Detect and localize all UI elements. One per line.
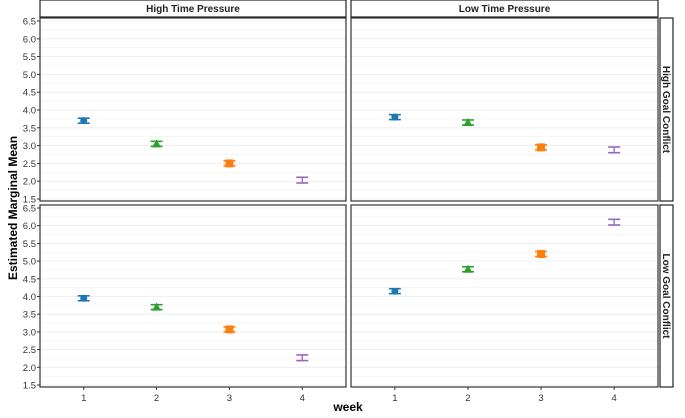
data-point	[537, 250, 546, 259]
y-tick-label: 4.0	[23, 106, 36, 117]
y-tick-label: 6.5	[23, 204, 36, 215]
y-axis-title: Estimated Marginal Mean	[6, 136, 20, 280]
x-tick-label: 2	[465, 393, 470, 404]
y-tick-label: 2.5	[23, 159, 36, 170]
row-strip	[659, 17, 674, 202]
x-tick-label: 2	[154, 393, 159, 404]
panel-border	[350, 17, 659, 202]
x-axis-title: week	[332, 400, 363, 414]
column-strip	[39, 0, 347, 18]
data-point	[152, 139, 162, 148]
data-point	[537, 143, 546, 152]
y-tick-label: 2.5	[23, 345, 36, 356]
data-point	[463, 264, 473, 273]
y-tick-label: 2.0	[23, 177, 36, 188]
data-point	[80, 117, 88, 125]
data-point	[391, 287, 399, 295]
y-tick-label: 1.5	[23, 381, 36, 392]
y-tick-label: 4.5	[23, 274, 36, 285]
y-tick-label: 3.5	[23, 123, 36, 134]
data-point	[463, 117, 473, 126]
column-strip	[350, 0, 659, 18]
y-tick-label: 6.0	[23, 34, 36, 45]
y-tick-label: 3.0	[23, 141, 36, 152]
x-tick-label: 1	[81, 393, 86, 404]
row-strip	[659, 204, 674, 388]
panel-border	[39, 17, 347, 202]
data-point	[80, 294, 88, 302]
y-tick-label: 5.5	[23, 239, 36, 250]
y-tick-label: 1.5	[23, 195, 36, 206]
x-tick-label: 3	[538, 393, 543, 404]
row-strip-label: High Goal Conflict	[660, 66, 671, 154]
y-tick-label: 4.0	[23, 292, 36, 303]
x-tick-label: 4	[300, 393, 305, 404]
x-tick-label: 3	[227, 393, 232, 404]
data-point	[391, 113, 399, 121]
y-tick-label: 4.5	[23, 88, 36, 99]
x-tick-label: 1	[392, 393, 397, 404]
column-strip-label: High Time Pressure	[146, 4, 240, 15]
y-tick-label: 5.0	[23, 257, 36, 268]
panel-border	[350, 204, 659, 388]
y-tick-label: 3.5	[23, 310, 36, 321]
column-strip-label: Low Time Pressure	[459, 4, 551, 15]
y-tick-label: 5.5	[23, 52, 36, 63]
y-tick-label: 6.0	[23, 221, 36, 232]
y-tick-label: 2.0	[23, 363, 36, 374]
data-point	[152, 302, 162, 311]
x-tick-label: 4	[611, 393, 616, 404]
y-tick-label: 5.0	[23, 70, 36, 81]
row-strip-label: Low Goal Conflict	[660, 254, 671, 340]
y-tick-label: 6.5	[23, 17, 36, 28]
y-tick-label: 3.0	[23, 327, 36, 338]
data-point	[225, 159, 234, 168]
data-point	[225, 325, 234, 334]
